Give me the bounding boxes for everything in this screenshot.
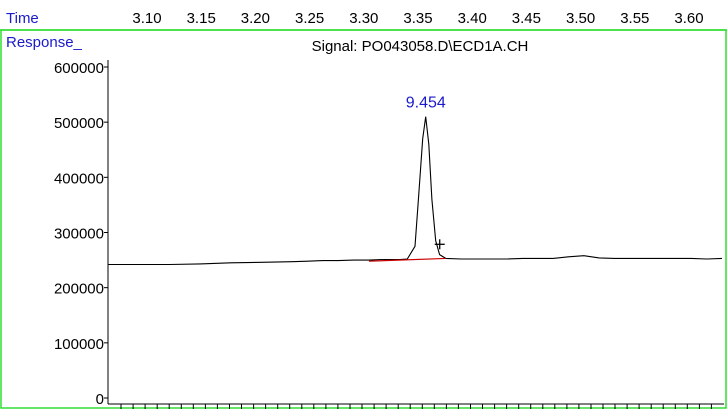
y-tick-label: 200000 xyxy=(54,281,104,298)
y-tick-label: 0 xyxy=(96,391,104,408)
signal-trace xyxy=(108,116,723,266)
time-tick-label: 3.45 xyxy=(512,10,541,27)
time-tick-label: 3.60 xyxy=(674,10,703,27)
peak-label: 9.454 xyxy=(406,95,446,112)
time-tick-label: 3.30 xyxy=(349,10,378,27)
time-tick-label: 3.25 xyxy=(295,10,324,27)
y-tick-label: 600000 xyxy=(54,60,104,77)
integration-baseline xyxy=(368,257,446,262)
time-tick-label: 3.20 xyxy=(241,10,270,27)
time-tick-label: 3.10 xyxy=(132,10,161,27)
y-tick-label: 100000 xyxy=(54,336,104,353)
time-tick-label: 3.40 xyxy=(458,10,487,27)
plot-area: 9.454 xyxy=(108,95,723,266)
y-axis-ticks: 0 100000 200000 300000 400000 500000 600000 xyxy=(54,60,108,408)
time-axis-ticks: 3.10 3.15 3.20 3.25 3.30 3.35 3.40 3.45 3.50 3.55… xyxy=(132,10,703,27)
time-tick-label: 3.35 xyxy=(403,10,432,27)
y-tick-label: 500000 xyxy=(54,115,104,132)
time-tick-label: 3.50 xyxy=(566,10,595,27)
y-tick-label: 300000 xyxy=(54,226,104,243)
time-axis-label: Time xyxy=(6,10,39,27)
time-tick-label: 3.55 xyxy=(620,10,649,27)
response-axis-label: Response_ xyxy=(6,34,83,51)
y-tick-label: 400000 xyxy=(54,170,104,187)
plot-frame xyxy=(0,29,727,409)
chart-title: Signal: PO043058.D\ECD1A.CH xyxy=(312,38,529,55)
bottom-axis-ticks xyxy=(108,403,724,409)
time-tick-label: 3.15 xyxy=(187,10,216,27)
